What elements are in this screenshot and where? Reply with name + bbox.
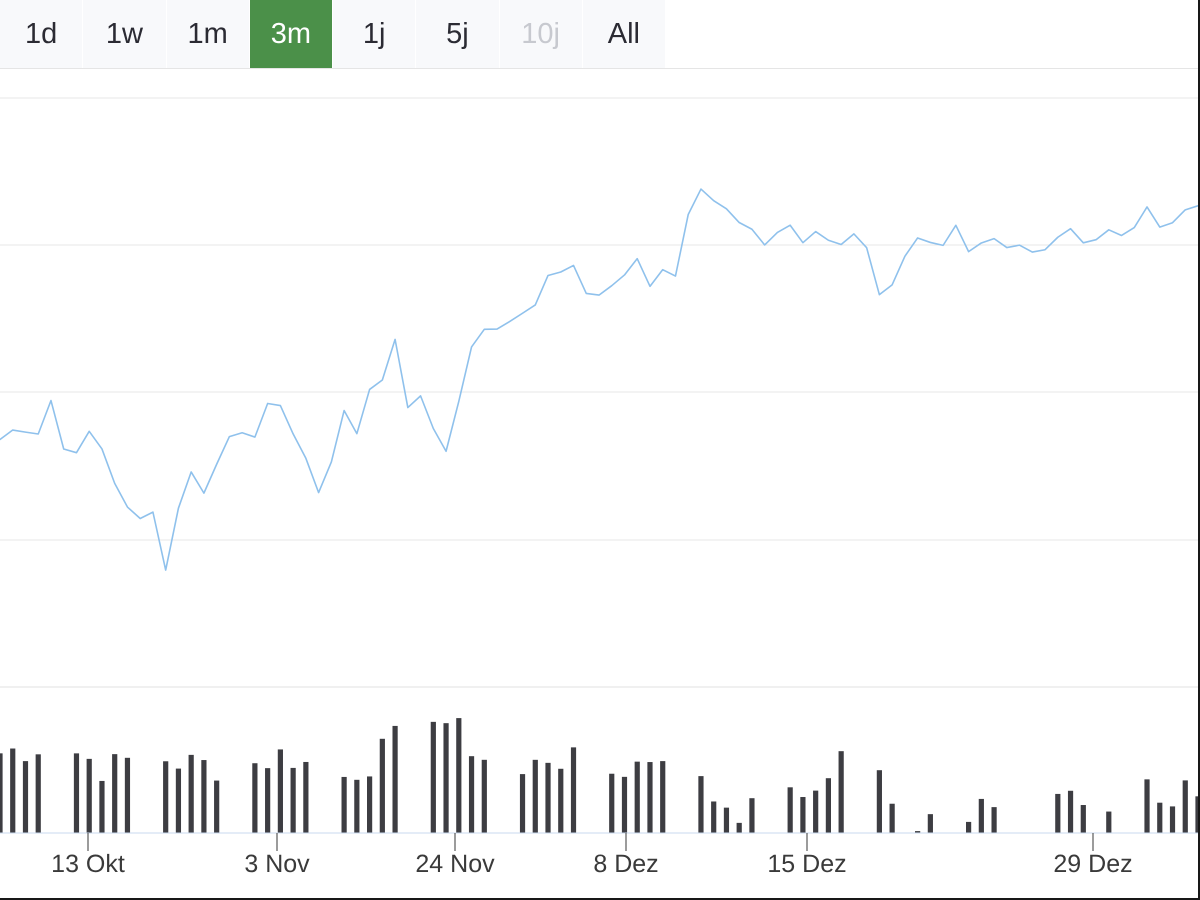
- svg-text:24 Nov: 24 Nov: [415, 850, 495, 878]
- svg-text:13 Okt: 13 Okt: [51, 850, 125, 878]
- svg-text:8 Dez: 8 Dez: [593, 850, 658, 878]
- svg-text:3 Nov: 3 Nov: [244, 850, 310, 878]
- svg-text:29 Dez: 29 Dez: [1053, 850, 1132, 878]
- svg-text:15 Dez: 15 Dez: [767, 850, 846, 878]
